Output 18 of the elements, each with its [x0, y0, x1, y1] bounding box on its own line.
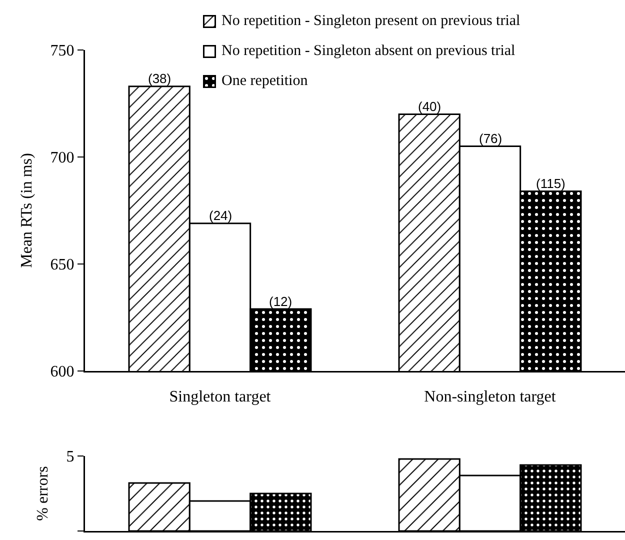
y-axis-title: Mean RTs (in ms)	[18, 153, 36, 268]
x-tick-label: Non-singleton target	[424, 388, 556, 406]
legend-label: No repetition - Singleton absent on previous trial	[222, 42, 516, 61]
annotation: (38)	[148, 71, 172, 86]
y-tick-label: 5	[66, 448, 74, 466]
y-axis-title: % errors	[34, 466, 52, 521]
y-tick-label: 750	[50, 42, 74, 60]
legend-label: No repetition - Singleton present on previous trial	[222, 12, 520, 31]
annotation: (40)	[418, 99, 442, 114]
y-tick-label: 650	[50, 256, 74, 274]
annotation: (115)	[536, 176, 566, 191]
annotation: (24)	[209, 208, 232, 223]
annotation: (12)	[269, 294, 292, 309]
annotation: (76)	[479, 131, 502, 146]
x-tick-label: Singleton target	[169, 388, 272, 406]
legend-label: One repetition	[222, 72, 308, 91]
y-tick-label: 600	[50, 364, 74, 381]
y-tick-label: 700	[50, 150, 74, 167]
